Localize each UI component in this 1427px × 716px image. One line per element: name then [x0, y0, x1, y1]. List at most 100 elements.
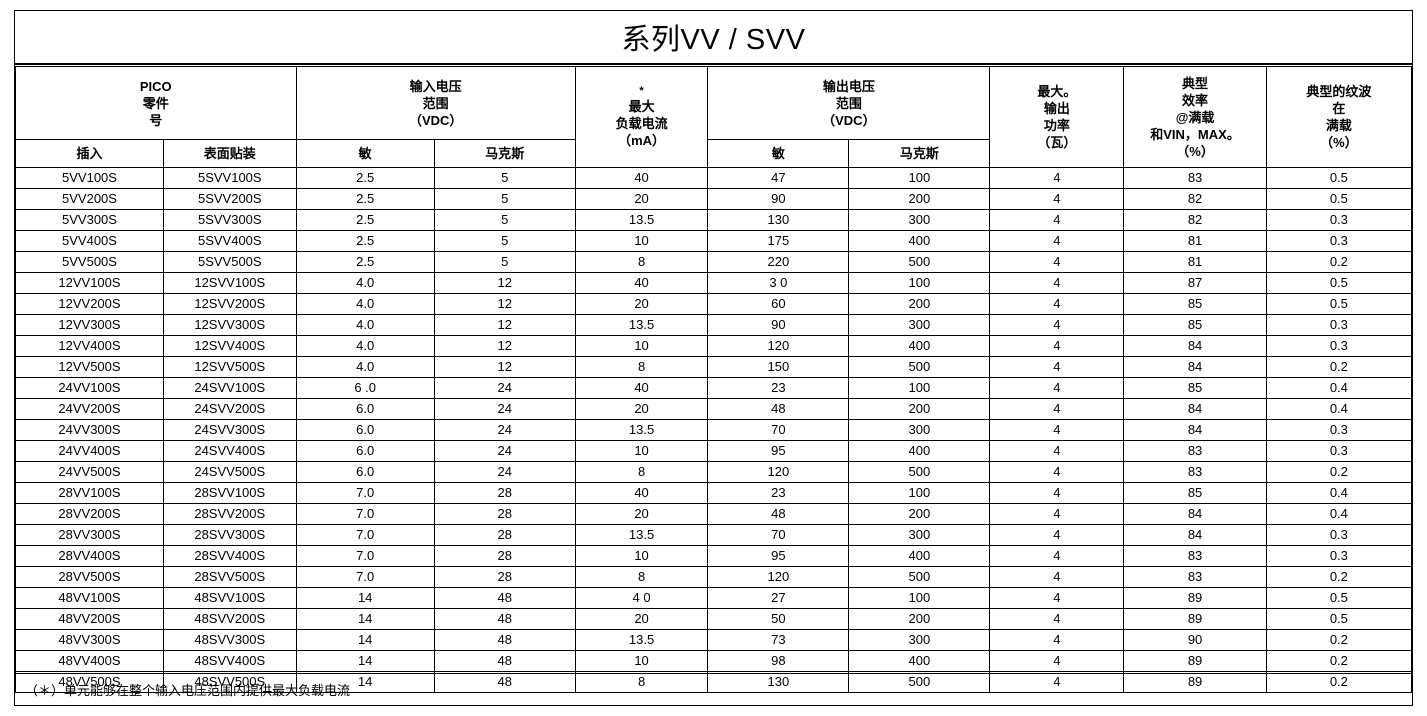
table-row: 48VV500S 48SVV500S 14 48 8 130 500 4 89 0.2	[15, 671, 1413, 693]
table-cell: 0.2	[1265, 671, 1413, 693]
table-row: 24VV400S 24SVV400S 6.0 24 10 95 400 4 83 0.3	[15, 440, 1413, 462]
table-cell: 0.3	[1265, 440, 1413, 462]
table-cell: 12	[433, 314, 576, 336]
table-cell: 13.5	[574, 419, 709, 441]
table-cell: 4	[989, 335, 1125, 357]
table-cell: 4	[989, 650, 1125, 672]
table-cell: 50	[707, 608, 850, 630]
table-cell: 5VV500S	[15, 251, 164, 273]
table-cell: 8	[574, 356, 709, 378]
table-cell: 12VV100S	[15, 272, 164, 294]
table-cell: 24SVV200S	[162, 398, 297, 420]
table-cell: 13.5	[574, 314, 709, 336]
table-cell: 2.5	[295, 251, 435, 273]
table-cell: 82	[1123, 209, 1267, 231]
page-title: 系列VV / SVV	[621, 24, 806, 56]
table-cell: 14	[295, 587, 435, 609]
table-cell: 5VV400S	[15, 230, 164, 252]
table-cell: 0.2	[1265, 356, 1413, 378]
spec-table-frame: 系列VV / SVV PICO 零	[14, 10, 1413, 706]
table-cell: 48VV300S	[15, 629, 164, 651]
header-line: 最大	[628, 99, 655, 114]
table-cell: 48	[433, 650, 576, 672]
table-cell: 6.0	[295, 419, 435, 441]
table-cell: 5	[433, 167, 576, 189]
table-cell: 4	[989, 671, 1125, 693]
table-cell: 83	[1123, 566, 1267, 588]
table-row: 28VV300S 28SVV300S 7.0 28 13.5 70 300 4 84 0.3	[15, 524, 1413, 546]
table-cell: 0.4	[1265, 482, 1413, 504]
table-cell: 47	[707, 167, 850, 189]
table-cell: 20	[574, 503, 709, 525]
header-pico-part-number: PICO 零件 号	[15, 66, 297, 140]
table-cell: 500	[848, 566, 991, 588]
table-cell: 48	[433, 629, 576, 651]
table-row: 5VV200S 5SVV200S 2.5 5 20 90 200 4 82 0.5	[15, 188, 1413, 210]
header-line: PICO	[139, 78, 172, 94]
table-cell: 48	[433, 671, 576, 693]
table-cell: 24	[433, 377, 576, 399]
table-cell: 85	[1123, 377, 1267, 399]
table-cell: 8	[574, 461, 709, 483]
table-cell: 120	[707, 566, 850, 588]
table-cell: 5SVV400S	[162, 230, 297, 252]
table-cell: 83	[1123, 167, 1267, 189]
table-cell: 24VV200S	[15, 398, 164, 420]
header-output-voltage-range: 输出电压 范围 （VDC）	[707, 66, 991, 140]
table-cell: 5SVV300S	[162, 209, 297, 231]
table-cell: 13.5	[574, 209, 709, 231]
table-cell: 48VV400S	[15, 650, 164, 672]
table-cell: 90	[707, 188, 850, 210]
header-line: 输入电压	[409, 78, 462, 94]
table-cell: 4.0	[295, 335, 435, 357]
table-body: 5VV100S 5SVV100S 2.5 5 40 47 100 4 83 0.5 5VV200S 5…	[15, 167, 1413, 693]
table-cell: 85	[1123, 293, 1267, 315]
table-cell: 48	[433, 608, 576, 630]
table-cell: 4	[989, 272, 1125, 294]
table-row: 5VV100S 5SVV100S 2.5 5 40 47 100 4 83 0.5	[15, 167, 1413, 189]
table-cell: 4	[989, 461, 1125, 483]
table-cell: 24VV500S	[15, 461, 164, 483]
table-cell: 28	[433, 545, 576, 567]
table-cell: 8	[574, 566, 709, 588]
table-row: 24VV200S 24SVV200S 6.0 24 20 48 200 4 84 0.4	[15, 398, 1413, 420]
table-cell: 12SVV200S	[162, 293, 297, 315]
table-row: 48VV100S 48SVV100S 14 48 4 0 27 100 4 89 0.5	[15, 587, 1413, 609]
table-cell: 85	[1123, 314, 1267, 336]
table-cell: 4	[989, 419, 1125, 441]
table-cell: 85	[1123, 482, 1267, 504]
header-line: 输出电压	[822, 78, 875, 94]
table-cell: 6.0	[295, 398, 435, 420]
table-cell: 200	[848, 503, 991, 525]
table-cell: 95	[707, 545, 850, 567]
specification-table: PICO 零件 号 输入电压 范围 （VDC）	[15, 66, 1413, 693]
table-cell: 89	[1123, 671, 1267, 693]
subheader-output-min: 敏	[707, 139, 850, 168]
table-cell: 0.3	[1265, 524, 1413, 546]
table-cell: 40	[574, 482, 709, 504]
table-cell: 24VV400S	[15, 440, 164, 462]
table-row: 28VV200S 28SVV200S 7.0 28 20 48 200 4 84 0.4	[15, 503, 1413, 525]
header-line: 输出	[1043, 101, 1070, 116]
table-cell: 82	[1123, 188, 1267, 210]
title-band: 系列VV / SVV	[15, 11, 1412, 65]
table-cell: 83	[1123, 461, 1267, 483]
table-cell: 89	[1123, 587, 1267, 609]
table-row: 48VV400S 48SVV400S 14 48 10 98 400 4 89 0.2	[15, 650, 1413, 672]
table-cell: 0.2	[1265, 650, 1413, 672]
table-row: 5VV500S 5SVV500S 2.5 5 8 220 500 4 81 0.2	[15, 251, 1413, 273]
table-cell: 28	[433, 503, 576, 525]
table-cell: 500	[848, 461, 991, 483]
table-cell: 60	[707, 293, 850, 315]
table-row: 12VV300S 12SVV300S 4.0 12 13.5 90 300 4 85 0.3	[15, 314, 1413, 336]
table-cell: 0.5	[1265, 608, 1413, 630]
table-cell: 27	[707, 587, 850, 609]
table-cell: 4	[989, 293, 1125, 315]
table-cell: 2.5	[295, 209, 435, 231]
table-cell: 200	[848, 608, 991, 630]
table-cell: 300	[848, 419, 991, 441]
table-cell: 5VV100S	[15, 167, 164, 189]
table-row: 5VV300S 5SVV300S 2.5 5 13.5 130 300 4 82 0.3	[15, 209, 1413, 231]
table-cell: 500	[848, 356, 991, 378]
table-cell: 28	[433, 482, 576, 504]
